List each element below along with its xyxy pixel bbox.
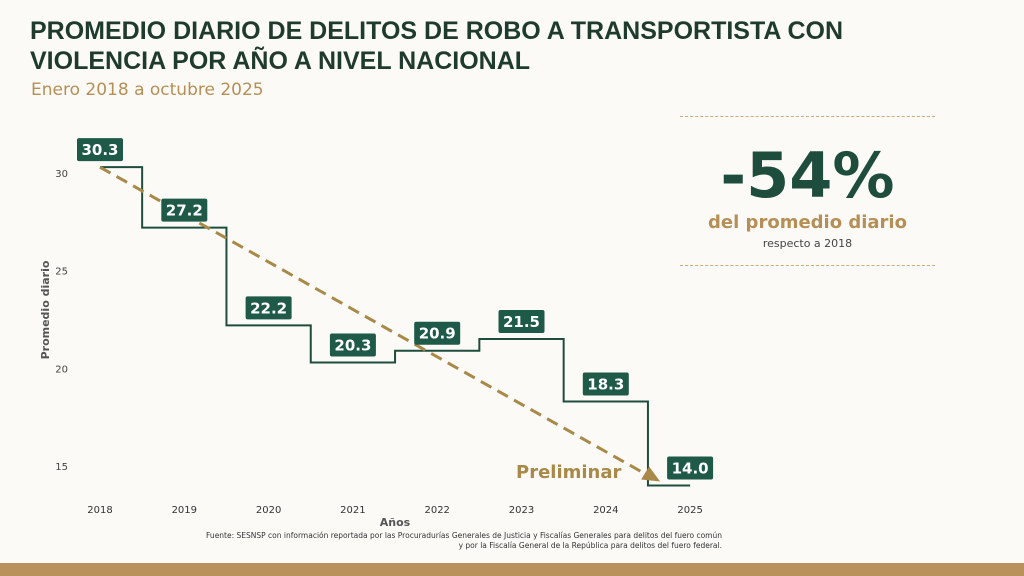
data-label-box [161, 198, 208, 222]
x-tick-label: 2018 [87, 505, 112, 516]
divider [680, 265, 935, 266]
data-label-box [414, 321, 461, 345]
source-note: Fuente: SESNSP con información reportada… [206, 531, 722, 551]
x-tick-label: 2019 [172, 505, 197, 516]
footer-bar [0, 563, 1024, 576]
page-title: PROMEDIO DIARIO DE DELITOS DE ROBO A TRA… [30, 17, 844, 75]
x-tick-label: 2021 [340, 505, 365, 516]
data-label-box [329, 333, 376, 357]
data-label-box [498, 310, 545, 334]
x-tick-label: 2025 [677, 505, 702, 516]
data-label: 27.2 [166, 202, 203, 220]
data-label: 30.3 [81, 141, 118, 159]
x-tick-label: 2024 [593, 505, 618, 516]
source-line: y por la Fiscalía General de la Repúblic… [458, 541, 722, 550]
kpi-label: del promedio diario [708, 212, 907, 233]
y-tick-label: 25 [55, 267, 68, 278]
data-label-box [245, 296, 292, 320]
data-label-box [582, 372, 629, 396]
kpi-value: -54% [720, 139, 895, 212]
data-label-box [667, 456, 714, 480]
kpi-sublabel: respecto a 2018 [762, 237, 853, 250]
subtitle: Enero 2018 a octubre 2025 [31, 80, 264, 100]
data-label: 20.3 [334, 336, 371, 354]
data-label: 21.5 [503, 313, 540, 331]
data-label-box [77, 138, 123, 162]
x-tick-label: 2023 [509, 505, 534, 516]
x-tick-label: 2020 [256, 505, 281, 516]
y-tick-label: 30 [55, 169, 68, 180]
y-tick-label: 20 [55, 364, 68, 375]
trend-arrow-icon [641, 466, 661, 482]
divider [680, 116, 935, 117]
data-label: 18.3 [587, 376, 624, 394]
x-tick-label: 2022 [424, 505, 449, 516]
y-tick-label: 15 [55, 462, 68, 473]
source-line: Fuente: SESNSP con información reportada… [206, 531, 722, 540]
x-axis-label: Años [380, 516, 411, 529]
data-label: 22.2 [250, 299, 287, 317]
data-label: 20.9 [419, 325, 456, 343]
preliminar-annotation: Preliminar [516, 462, 622, 483]
step-line [100, 166, 691, 487]
data-label: 14.0 [672, 459, 709, 477]
y-axis-label: Promedio diario [39, 260, 52, 359]
